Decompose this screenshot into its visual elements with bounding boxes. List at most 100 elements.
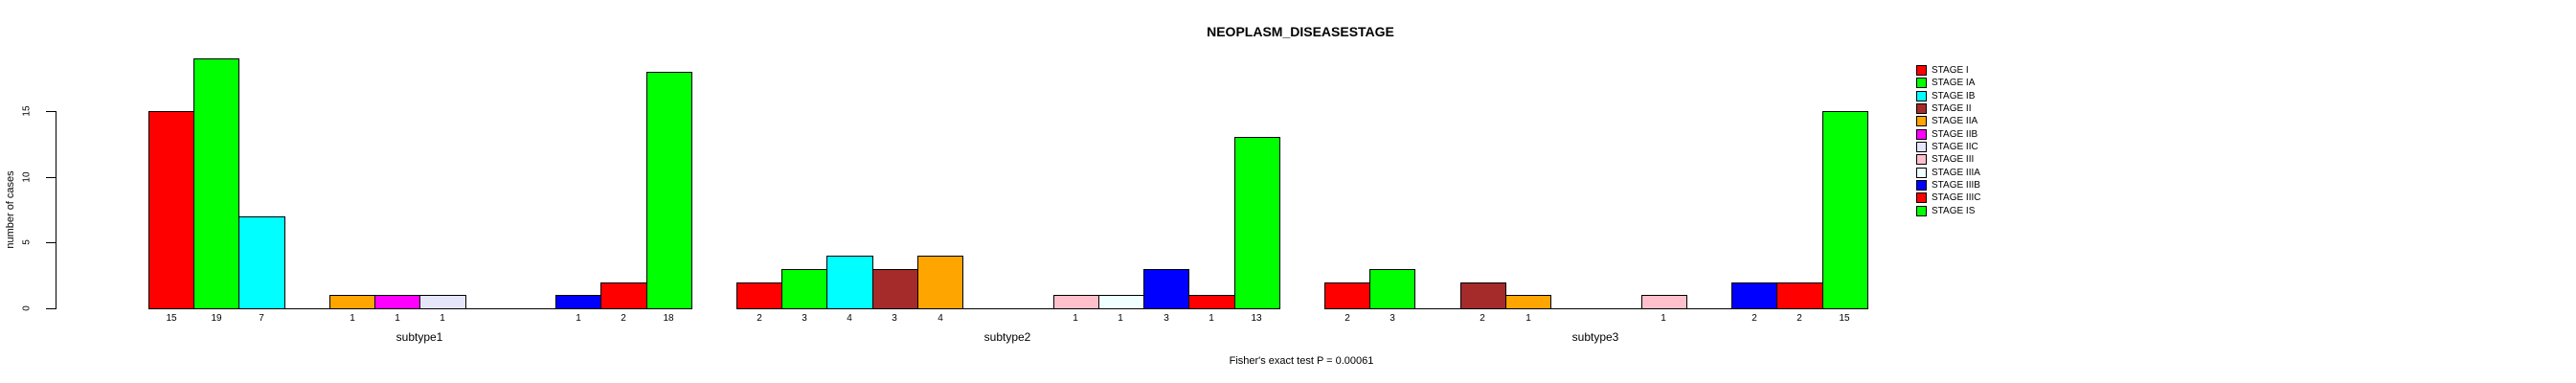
bar [826, 256, 873, 309]
bar [374, 295, 420, 309]
legend-item: STAGE I [1916, 64, 1981, 77]
legend-label: STAGE IIB [1932, 128, 1978, 140]
y-tick [46, 177, 56, 178]
bar-value-label: 3 [802, 313, 807, 324]
bar [1822, 111, 1868, 309]
x-baseline [736, 308, 1280, 309]
bar-value-label: 1 [350, 313, 355, 324]
legend-item: STAGE IIC [1916, 141, 1981, 153]
legend-item: STAGE II [1916, 102, 1981, 115]
legend-swatch [1916, 103, 1927, 115]
bar [1143, 269, 1189, 309]
legend-label: STAGE IIIC [1932, 192, 1981, 204]
footnote: Fisher's exact test P = 0.00061 [1229, 355, 1374, 367]
y-tick [46, 111, 56, 112]
bar [646, 72, 692, 309]
bar-value-label: 1 [440, 313, 445, 324]
legend-swatch [1916, 90, 1927, 101]
legend-swatch [1916, 167, 1927, 178]
bar [781, 269, 827, 309]
bar [1098, 295, 1144, 309]
chart-title: NEOPLASM_DISEASESTAGE [1207, 24, 1394, 39]
bar [419, 295, 466, 309]
x-category-label: subtype1 [395, 330, 443, 344]
bar [917, 256, 963, 309]
y-tick [46, 308, 56, 309]
bar-value-label: 2 [1480, 313, 1485, 324]
legend-label: STAGE IIIA [1932, 167, 1980, 178]
legend-item: STAGE IB [1916, 90, 1981, 102]
legend-label: STAGE IIC [1932, 141, 1978, 152]
bar-value-label: 15 [1839, 313, 1850, 324]
bar [872, 269, 918, 309]
bar [1369, 269, 1415, 309]
bar-value-label: 3 [1164, 313, 1169, 324]
bar-value-label: 2 [1344, 313, 1350, 324]
y-tick-label: 5 [21, 239, 33, 245]
bar-value-label: 2 [1751, 313, 1757, 324]
bar-value-label: 3 [892, 313, 897, 324]
legend-item: STAGE IA [1916, 77, 1981, 89]
x-category-label: subtype3 [1571, 330, 1619, 344]
y-tick-label: 10 [21, 171, 33, 183]
legend-item: STAGE IIIB [1916, 179, 1981, 192]
bar [238, 216, 285, 309]
bar [1188, 295, 1235, 309]
legend-item: STAGE IIIA [1916, 167, 1981, 179]
legend-label: STAGE IB [1932, 90, 1976, 101]
bar [1731, 282, 1777, 309]
bar-value-label: 18 [663, 313, 674, 324]
legend-swatch [1916, 128, 1927, 140]
bar-value-label: 1 [576, 313, 581, 324]
bar-value-label: 1 [1118, 313, 1123, 324]
legend-label: STAGE IIIB [1932, 179, 1980, 191]
bar-value-label: 13 [1251, 313, 1262, 324]
legend-swatch [1916, 65, 1927, 77]
bar-value-label: 2 [1796, 313, 1802, 324]
x-category-label: subtype2 [983, 330, 1031, 344]
y-tick-label: 15 [21, 105, 33, 117]
y-tick-label: 0 [21, 305, 33, 311]
bar [1460, 282, 1506, 309]
bar-value-label: 4 [938, 313, 943, 324]
bar-value-label: 3 [1390, 313, 1395, 324]
legend-swatch [1916, 78, 1927, 89]
bar-value-label: 2 [757, 313, 762, 324]
legend-swatch [1916, 142, 1927, 153]
bar-value-label: 7 [259, 313, 264, 324]
y-axis-title: number of cases [5, 170, 16, 249]
legend-label: STAGE III [1932, 154, 1975, 166]
x-baseline [1324, 308, 1868, 309]
legend-label: STAGE IA [1932, 78, 1976, 89]
bar [736, 282, 782, 309]
legend-swatch [1916, 205, 1927, 216]
bar-value-label: 1 [1525, 313, 1531, 324]
bar [1776, 282, 1823, 309]
bar [1053, 295, 1099, 309]
legend-label: STAGE I [1932, 65, 1969, 76]
legend-item: STAGE IIA [1916, 115, 1981, 127]
bar-value-label: 1 [1209, 313, 1214, 324]
bar [1641, 295, 1687, 309]
bar-value-label: 1 [1073, 313, 1078, 324]
legend-item: STAGE III [1916, 153, 1981, 166]
legend-item: STAGE IIIC [1916, 192, 1981, 204]
legend: STAGE I STAGE IA STAGE IB STAGE II STAGE IIA… [1916, 64, 1981, 217]
legend-swatch [1916, 116, 1927, 127]
legend-item: STAGE IIB [1916, 128, 1981, 141]
bar [148, 111, 194, 309]
y-tick [46, 242, 56, 243]
bar [1324, 282, 1370, 309]
bar-value-label: 2 [621, 313, 626, 324]
bar-value-label: 15 [166, 313, 177, 324]
bar-value-label: 1 [1661, 313, 1666, 324]
bar [555, 295, 601, 309]
legend-swatch [1916, 192, 1927, 204]
legend-swatch [1916, 180, 1927, 192]
bar-value-label: 4 [847, 313, 852, 324]
legend-label: STAGE II [1932, 102, 1972, 114]
bar [193, 58, 239, 309]
bar [1234, 137, 1280, 309]
bar [1505, 295, 1551, 309]
